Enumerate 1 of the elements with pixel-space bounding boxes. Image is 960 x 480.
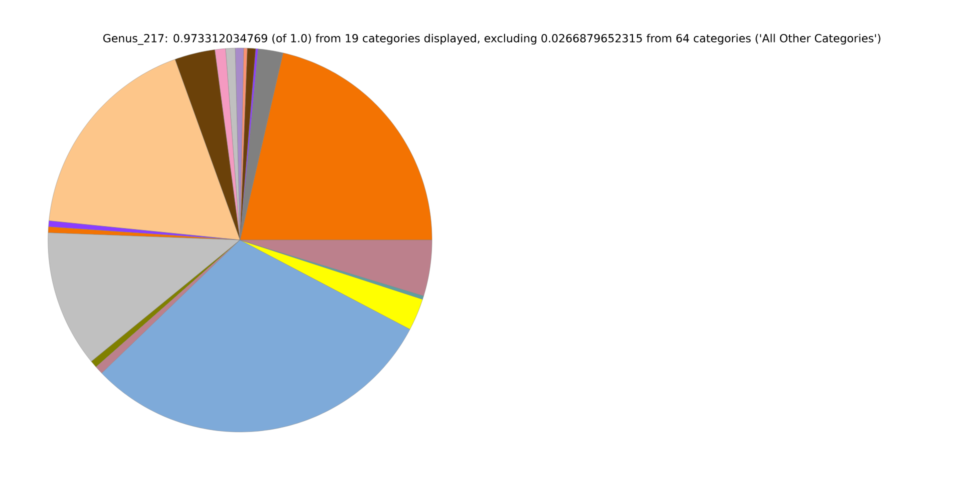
text: Genus_217: 0.973312034769 (of 1.0) from 19 categories displayed, excluding 0.0266879652315 from 64 categories ('All Other Categories') (103, 34, 880, 45)
